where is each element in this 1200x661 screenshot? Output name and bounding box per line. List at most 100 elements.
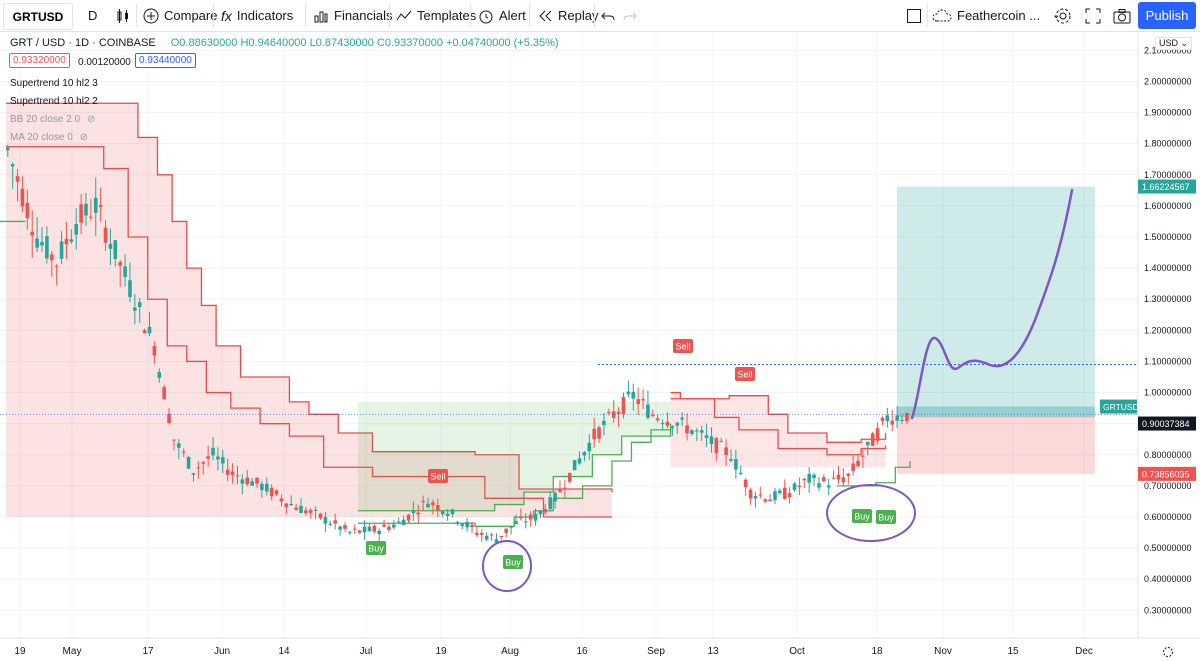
price-chart[interactable]: Sell Buy Sell Buy Sell Buy Buy 2.10000000 2.000… (0, 32, 1200, 661)
symbol-title[interactable]: GRT / USD · 1D · COINBASE (10, 37, 156, 49)
indicator-supertrend-2[interactable]: Supertrend 10 hl2 2 (10, 96, 98, 107)
candle-body (548, 497, 552, 509)
candle-body (289, 503, 294, 506)
price-tag-label: 1.66224567 (1142, 182, 1190, 192)
candle-body (396, 521, 401, 523)
candle-body (655, 418, 660, 421)
candle-body (504, 528, 509, 533)
indicator-bb[interactable]: BB 20 close 2 0 ⊘ (10, 114, 95, 125)
indicator-supertrend-1[interactable]: Supertrend 10 hl2 3 (10, 78, 98, 89)
candle-body (118, 261, 122, 266)
candle-body (489, 534, 494, 536)
candle-body (631, 391, 636, 399)
replay-button[interactable]: Replay (537, 0, 598, 31)
candle-body (470, 524, 474, 528)
time-tick-label: 19 (14, 646, 26, 657)
candles-icon[interactable] (115, 0, 136, 31)
candle-body (416, 512, 421, 515)
price-axis: 2.10000000 2.00000000 1.90000000 1.80000000… (1100, 32, 1200, 638)
candle-body (460, 523, 465, 526)
sell-signal-label: Sell (430, 472, 445, 482)
templates-button[interactable]: Templates (396, 0, 476, 31)
candle-body (567, 472, 572, 482)
rewind-icon (539, 10, 552, 21)
fullscreen-icon[interactable] (1085, 0, 1106, 31)
price-tick-label: 1.10000000 (1144, 356, 1192, 366)
redo-icon[interactable] (622, 0, 643, 31)
sell-signal-badge (735, 367, 755, 381)
candle-body (597, 427, 601, 439)
time-tick-label: Sep (647, 646, 665, 657)
candle-body (753, 496, 758, 499)
price-tick-label: 1.60000000 (1144, 201, 1192, 211)
candle-body (694, 430, 699, 432)
sell-signal-label: Sell (737, 370, 752, 380)
candle-body (235, 475, 240, 477)
candle-body (10, 164, 15, 167)
price-tick-label: 2.00000000 (1144, 76, 1192, 86)
candle-body (54, 265, 59, 267)
candle-body (861, 455, 865, 457)
candle-body (641, 398, 645, 401)
candle-body (196, 467, 201, 469)
indicators-button[interactable]: fx Indicators (221, 0, 293, 31)
replay-label: Replay (558, 8, 599, 23)
buy-signal-label: Buy (878, 513, 894, 523)
price-tick-label: 0.50000000 (1144, 543, 1192, 553)
price-tick-label: 1.40000000 (1144, 263, 1192, 273)
candle-body (709, 436, 714, 444)
candle-body (499, 535, 504, 538)
candle-body (533, 513, 538, 521)
buy-signal-badge (852, 509, 872, 523)
buy-circle-2 (826, 484, 916, 542)
price-lines (0, 364, 1138, 415)
candle-body (807, 473, 811, 483)
candle-body (299, 506, 303, 514)
currency-select[interactable]: USD ⌄ (1155, 37, 1193, 50)
candle-body (670, 426, 675, 428)
buy-signal-badge (876, 510, 896, 524)
axis-settings-icon[interactable] (1163, 647, 1173, 657)
templates-icon (396, 10, 412, 20)
candle-body (577, 458, 582, 464)
publish-button[interactable]: Publish (1138, 2, 1196, 29)
candle-body (367, 526, 372, 532)
candle-body (284, 503, 289, 508)
top-toolbar: GRTUSD D Compare fx Indicators Financial… (0, 0, 1200, 32)
indicator-ma[interactable]: MA 20 close 0 ⊘ (10, 132, 88, 143)
compare-button[interactable]: Compare (143, 0, 217, 31)
camera-icon[interactable] (1113, 0, 1136, 31)
symbol-search-button[interactable]: GRTUSD (3, 3, 73, 30)
buy-signal-label: Buy (368, 544, 384, 554)
time-tick-label: 19 (435, 646, 447, 657)
candle-body (49, 254, 54, 261)
candle-body (348, 531, 352, 533)
entry-band (897, 406, 1095, 418)
supertrend-lower-2 (357, 423, 672, 512)
candle-body (699, 430, 704, 433)
candle-body (6, 147, 10, 151)
candle-body (646, 404, 650, 418)
settings-gear-icon[interactable] (1054, 0, 1077, 31)
candle-body (636, 399, 640, 405)
long-position-zones (897, 186, 1095, 474)
candle-body (352, 528, 357, 530)
candle-body (572, 460, 577, 471)
candle-body (729, 459, 733, 461)
eye-hidden-icon[interactable]: ⊘ (79, 132, 88, 143)
interval-button[interactable]: D (88, 8, 98, 23)
bid-price-box[interactable]: 0.93320000 (9, 53, 70, 68)
candle-body (372, 525, 377, 532)
layout-square-icon[interactable] (906, 0, 927, 31)
alert-button[interactable]: Alert (478, 0, 526, 31)
financials-button[interactable]: Financials (313, 0, 393, 31)
time-tick-label: 17 (142, 646, 154, 657)
ask-price-box[interactable]: 0.93440000 (135, 53, 196, 68)
candle-body (128, 280, 132, 297)
price-tick-label: 1.20000000 (1144, 325, 1192, 335)
candle-body (357, 530, 362, 533)
undo-icon[interactable] (600, 0, 621, 31)
layout-menu-button[interactable]: Feathercoin ... ⌄ (932, 0, 1061, 31)
eye-hidden-icon[interactable]: ⊘ (86, 114, 96, 125)
candle-body (392, 524, 396, 528)
